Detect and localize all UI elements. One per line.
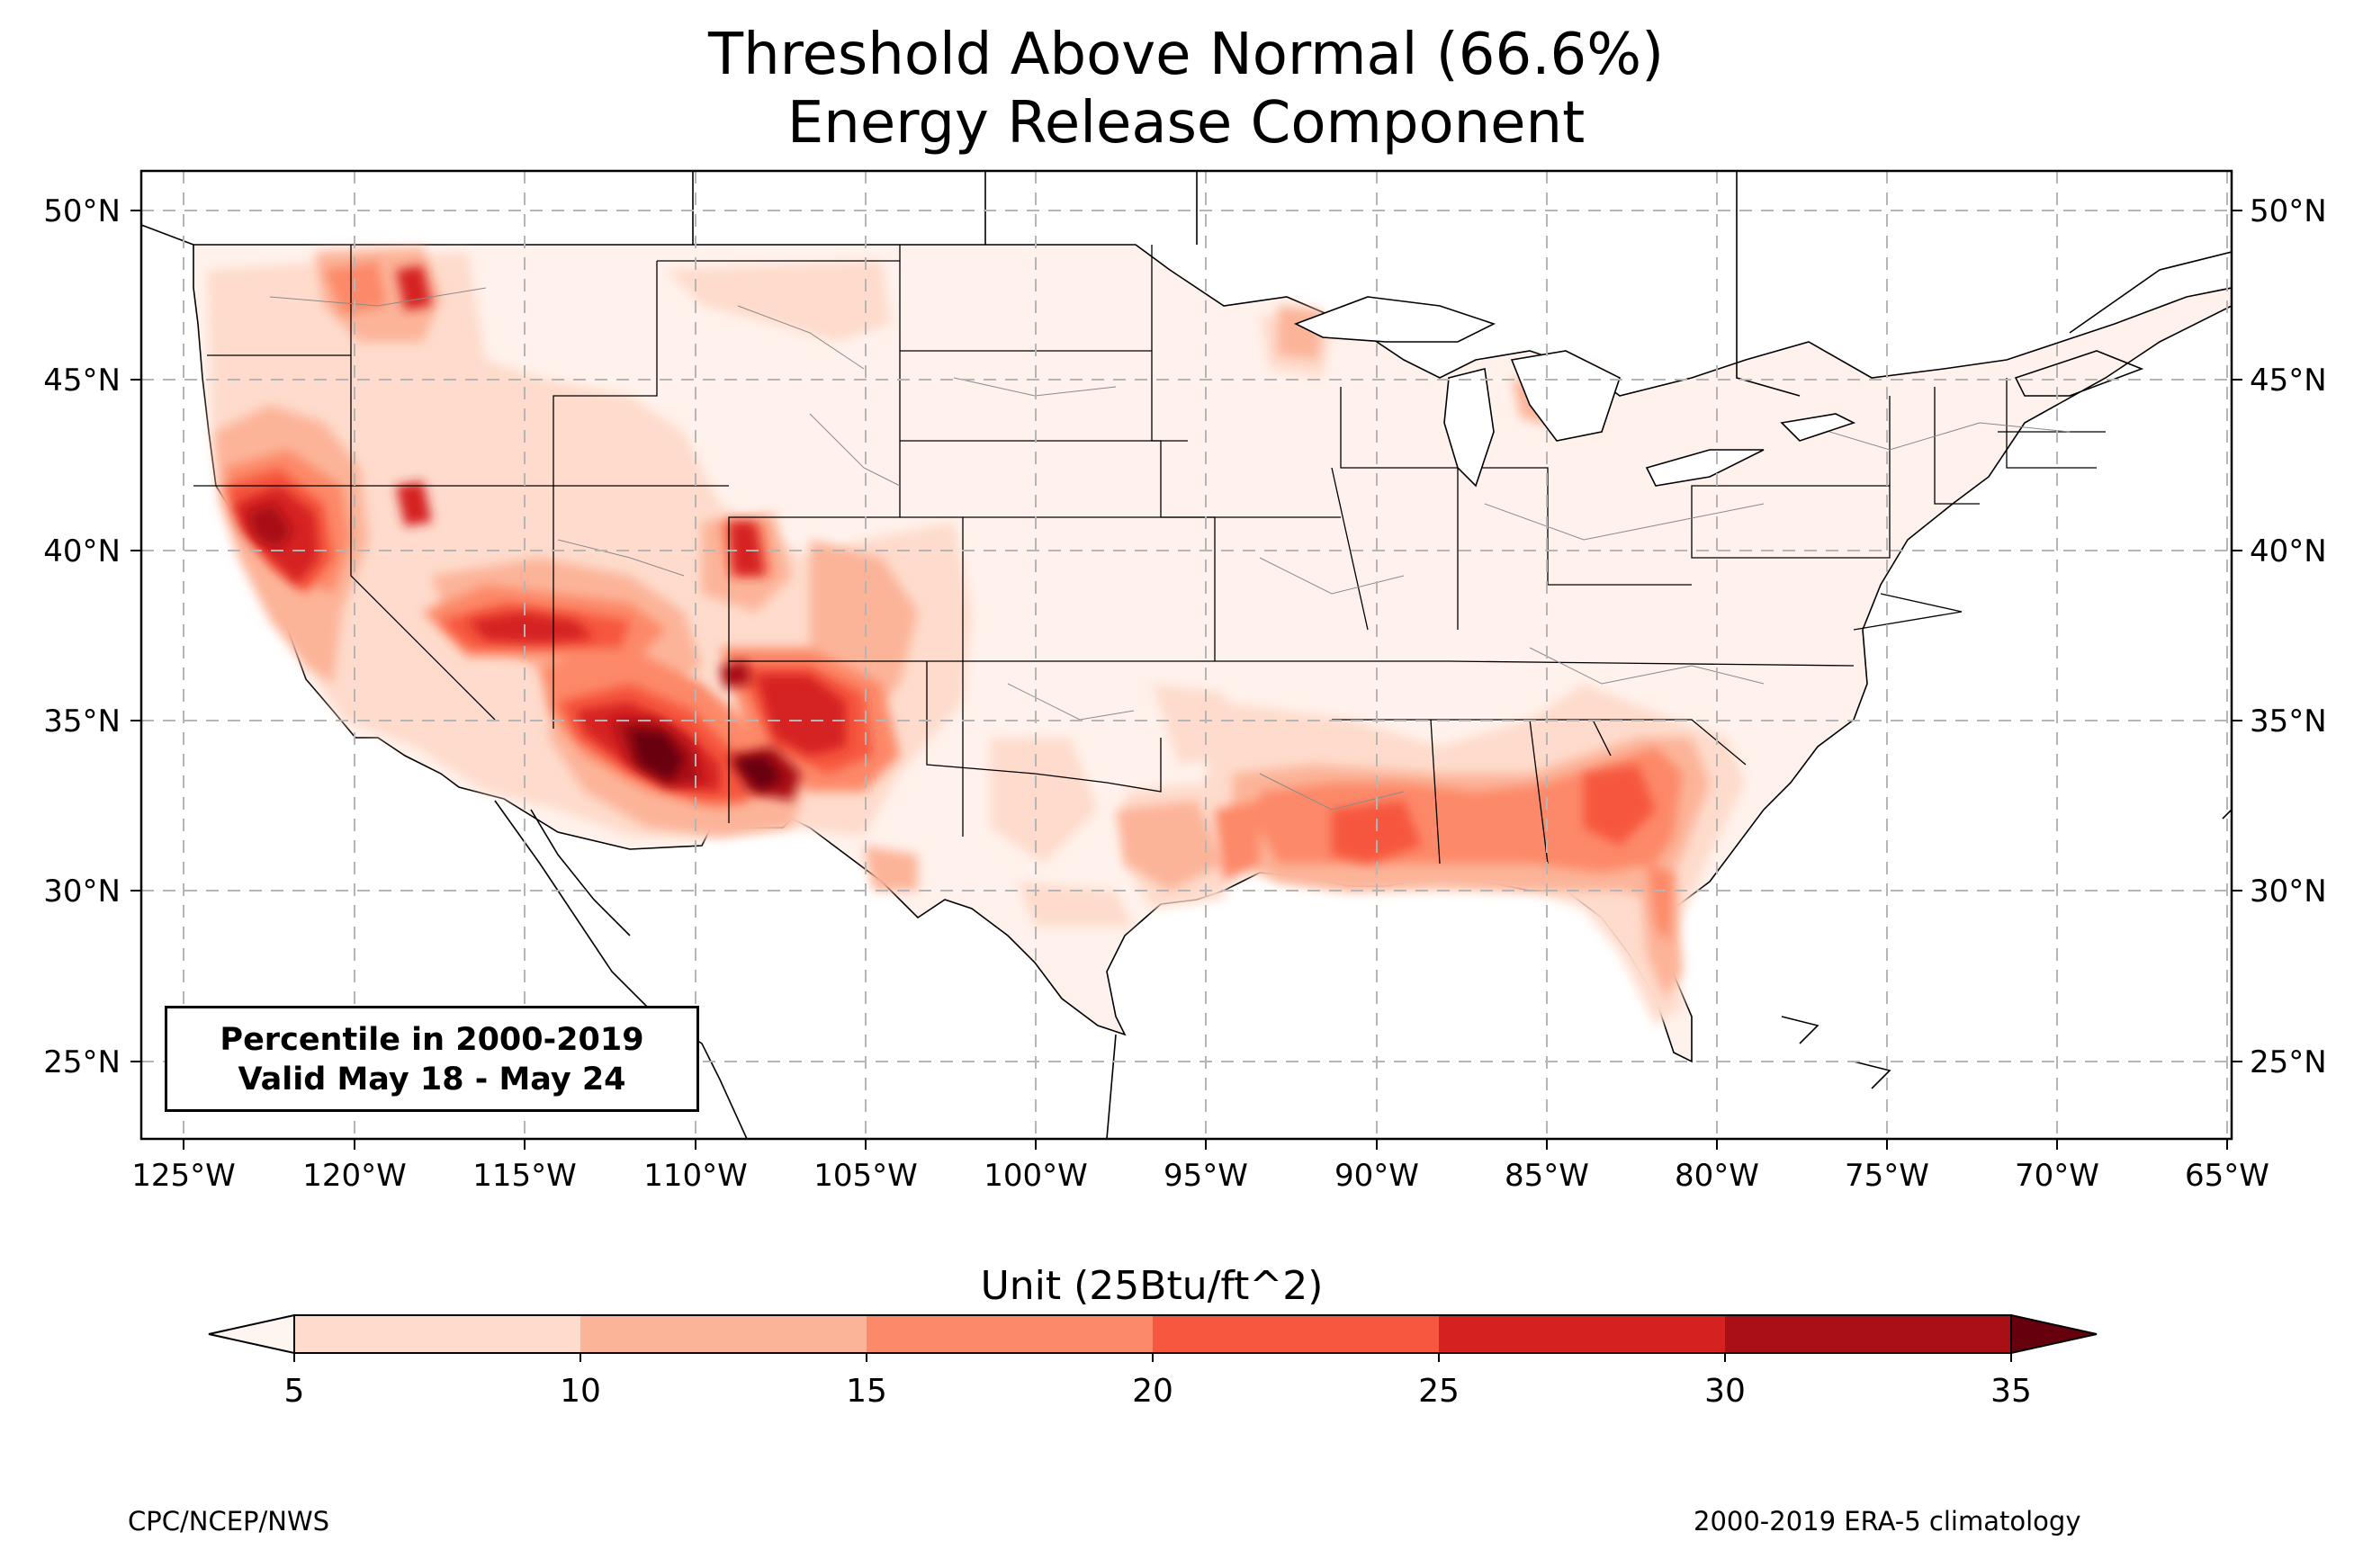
great-lakes [1294, 296, 1856, 488]
lat-label-left: 50°N [43, 193, 121, 229]
lon-label: 95°W [1164, 1158, 1248, 1194]
colorbar-segment [867, 1315, 1154, 1353]
lon-label: 110°W [643, 1158, 748, 1194]
footer-source: CPC/NCEP/NWS [128, 1506, 330, 1537]
colorbar-tick: 35 [1990, 1373, 2032, 1410]
lon-label: 85°W [1505, 1158, 1589, 1194]
colorbar-segment [580, 1315, 867, 1353]
contour-level-over [630, 729, 783, 792]
lon-label: 105°W [813, 1158, 918, 1194]
chart-title-line2: Energy Release Component [786, 90, 1586, 157]
colorbar-tick: 30 [1704, 1373, 1746, 1410]
tick-marks [130, 210, 2242, 1150]
chart-title-line1: Threshold Above Normal (66.6%) [707, 22, 1665, 88]
footer-climatology: 2000-2019 ERA-5 climatology [1694, 1506, 2081, 1537]
lat-label-right: 25°N [2250, 1044, 2327, 1080]
colorbar-segment [294, 1315, 581, 1353]
colorbar-tick: 5 [283, 1373, 305, 1410]
lat-label-left: 30°N [43, 874, 121, 909]
lat-label-left: 35°N [43, 703, 121, 739]
colorbar-tick: 15 [846, 1373, 887, 1410]
lat-label-left: 45°N [43, 363, 121, 399]
colorbar [208, 1313, 2098, 1362]
lon-label: 125°W [131, 1158, 236, 1194]
lat-label-right: 50°N [2250, 193, 2327, 229]
colorbar-tick: 25 [1418, 1373, 1460, 1410]
lon-label: 75°W [1845, 1158, 1929, 1194]
lon-label: 90°W [1334, 1158, 1419, 1194]
lat-label-right: 35°N [2250, 703, 2327, 739]
gridlines [141, 171, 2232, 1139]
lat-label-right: 45°N [2250, 363, 2327, 399]
lat-label-left: 40°N [43, 533, 121, 569]
colorbar-tick: 10 [560, 1373, 601, 1410]
lat-label-left: 25°N [43, 1044, 121, 1080]
lon-label: 100°W [984, 1158, 1088, 1194]
lon-label: 65°W [2185, 1158, 2269, 1194]
colorbar-over-extension [2010, 1313, 2098, 1355]
info-box: Percentile in 2000-2019 Valid May 18 - M… [165, 1006, 699, 1112]
lon-label: 120°W [302, 1158, 407, 1194]
colorbar-segment [1439, 1315, 1726, 1353]
lat-label-right: 40°N [2250, 533, 2327, 569]
colorbar-segment [1725, 1315, 2012, 1353]
colorbar-label: Unit (25Btu/ft^2) [980, 1263, 1324, 1309]
lat-label-right: 30°N [2250, 874, 2327, 909]
colorbar-tick: 20 [1132, 1373, 1173, 1410]
international-outlines [141, 171, 2232, 1139]
lon-label: 70°W [2015, 1158, 2099, 1194]
info-box-line2: Valid May 18 - May 24 [238, 1062, 626, 1098]
colorbar-segment [1153, 1315, 1440, 1353]
lon-label: 80°W [1675, 1158, 1759, 1194]
lon-label: 115°W [472, 1158, 577, 1194]
county-lines [269, 287, 2071, 811]
map-frame [139, 169, 2233, 1141]
colorbar-under-extension [208, 1313, 295, 1355]
info-box-line1: Percentile in 2000-2019 [220, 1022, 644, 1058]
